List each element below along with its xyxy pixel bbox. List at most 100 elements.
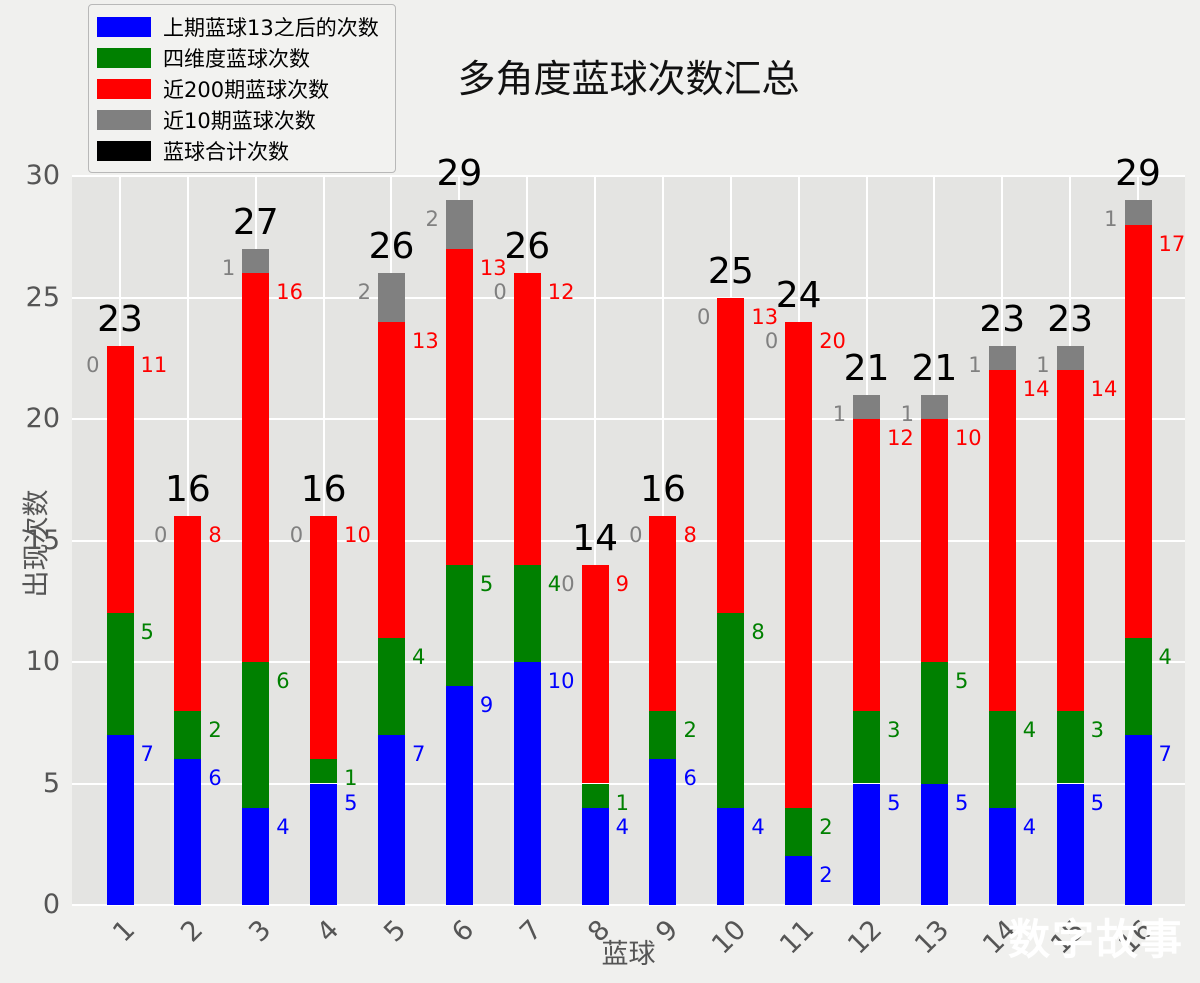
segment-value-label: 4: [1022, 814, 1037, 839]
segment-value-label: 12: [887, 426, 914, 450]
total-value-label: 29: [1115, 153, 1161, 195]
total-value-label: 14: [572, 517, 618, 559]
segment-value-label: 5: [1090, 790, 1105, 815]
bar-segment: [106, 734, 134, 905]
segment-value-label: 7: [1158, 741, 1172, 766]
bar-segment: [581, 783, 609, 808]
bar-segment: [920, 419, 948, 662]
segment-value-label: 16: [276, 280, 303, 305]
bar-segment: [445, 248, 473, 565]
segment-value-label: 13: [479, 255, 507, 280]
segment-value-label: 10: [547, 669, 575, 693]
bar-segment: [310, 516, 338, 760]
segment-value-label: 0: [629, 523, 643, 548]
segment-value-label: 0: [493, 280, 507, 305]
bar-segment: [988, 807, 1016, 905]
total-value-label: 21: [911, 347, 958, 389]
bar-segment: [242, 807, 270, 905]
segment-value-label: 5: [344, 790, 358, 815]
segment-value-label: 2: [819, 863, 833, 888]
legend-item-label: 蓝球合计次数: [163, 139, 289, 164]
bar-segment: [106, 346, 134, 614]
legend-item-label: 近200期蓝球次数: [163, 77, 330, 102]
segment-value-label: 1: [344, 766, 358, 791]
bar-segment: [445, 686, 473, 905]
segment-value-label: 5: [887, 790, 901, 815]
segment-value-label: 13: [411, 328, 439, 353]
bar-segment: [445, 564, 473, 687]
total-value-label: 21: [843, 347, 890, 389]
bar-segment: [649, 759, 677, 905]
gridline-horizontal: [72, 296, 1185, 299]
bar-segment: [717, 807, 745, 905]
gridline-vertical: [594, 176, 597, 905]
bar-segment: [445, 200, 473, 249]
total-value-label: 27: [232, 201, 279, 243]
segment-value-label: 2: [683, 717, 697, 742]
segment-value-label: 13: [751, 304, 779, 329]
bar-segment: [853, 419, 881, 711]
legend-swatch: [97, 109, 151, 130]
gridline-horizontal: [72, 418, 1185, 420]
segment-value-label: 3: [887, 717, 901, 742]
bar-segment: [853, 710, 881, 784]
segment-value-label: 0: [764, 328, 779, 353]
segment-value-label: 8: [683, 523, 697, 548]
segment-value-label: 5: [954, 669, 969, 693]
bar-segment: [242, 248, 270, 274]
bar-segment: [649, 710, 677, 760]
segment-value-label: 5: [140, 620, 154, 645]
bar-segment: [920, 783, 948, 905]
segment-value-label: 6: [208, 766, 222, 791]
gridline-horizontal: [72, 175, 1185, 177]
segment-value-label: 0: [86, 353, 100, 378]
gridline-horizontal: [72, 661, 1185, 663]
legend-item: 上期蓝球13之后的次数: [97, 11, 379, 42]
bar-segment: [853, 783, 881, 905]
segment-value-label: 1: [1036, 353, 1050, 378]
total-value-label: 24: [775, 274, 822, 316]
y-tick-label: 0: [42, 889, 60, 920]
y-tick-label: 25: [25, 281, 60, 313]
segment-value-label: 9: [479, 693, 494, 718]
segment-value-label: 4: [1158, 644, 1172, 669]
y-tick-label: 5: [42, 767, 60, 799]
segment-value-label: 2: [819, 814, 833, 839]
segment-value-label: 6: [276, 669, 290, 693]
bar-segment: [717, 613, 745, 808]
legend-swatch: [97, 47, 151, 68]
segment-value-label: 2: [208, 717, 222, 742]
total-value-label: 23: [1047, 299, 1094, 341]
legend-item: 蓝球合计次数: [97, 135, 379, 166]
bar-segment: [785, 321, 813, 808]
bar-segment: [174, 516, 202, 711]
segment-value-label: 7: [140, 741, 154, 766]
bar-segment: [1056, 370, 1084, 711]
legend-swatch: [97, 16, 151, 37]
y-tick-label: 10: [25, 646, 60, 677]
legend-item-label: 上期蓝球13之后的次数: [163, 15, 379, 40]
segment-value-label: 10: [954, 426, 982, 450]
segment-value-label: 7: [411, 741, 426, 766]
segment-value-label: 4: [615, 814, 629, 839]
bar-segment: [785, 856, 813, 905]
legend-item-label: 四维度蓝球次数: [163, 46, 310, 71]
y-tick-label: 15: [25, 524, 60, 556]
total-value-label: 25: [707, 250, 754, 292]
segment-value-label: 12: [547, 280, 575, 305]
segment-value-label: 14: [1022, 377, 1050, 402]
x-axis-label: 蓝球: [601, 939, 656, 970]
segment-value-label: 0: [153, 523, 168, 548]
bar-segment: [377, 734, 405, 905]
y-tick-label: 20: [25, 403, 60, 434]
segment-value-label: 2: [357, 280, 371, 305]
bar-segment: [581, 564, 609, 784]
bar-segment: [242, 662, 270, 808]
segment-value-label: 2: [425, 207, 439, 232]
total-value-label: 16: [640, 469, 686, 511]
segment-value-label: 1: [968, 353, 982, 378]
chart-title: 多角度蓝球次数汇总: [457, 57, 800, 101]
gridline-horizontal: [72, 782, 1185, 785]
segment-value-label: 4: [1022, 717, 1037, 742]
bar-segment: [242, 273, 270, 662]
